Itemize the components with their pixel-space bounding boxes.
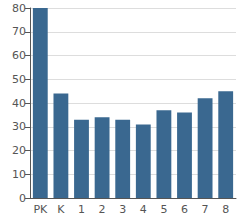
svg-text:4: 4 (140, 203, 147, 216)
svg-text:10: 10 (12, 168, 26, 181)
svg-text:30: 30 (12, 120, 26, 133)
svg-text:1: 1 (78, 203, 85, 216)
svg-text:8: 8 (222, 203, 229, 216)
svg-text:5: 5 (160, 203, 167, 216)
svg-text:K: K (57, 203, 65, 216)
svg-text:70: 70 (12, 25, 26, 38)
svg-text:6: 6 (181, 203, 188, 216)
svg-text:60: 60 (12, 49, 26, 62)
svg-text:20: 20 (12, 144, 26, 157)
svg-text:0: 0 (19, 192, 26, 205)
svg-text:80: 80 (12, 2, 26, 15)
svg-text:2: 2 (99, 203, 106, 216)
svg-text:7: 7 (202, 203, 209, 216)
svg-text:50: 50 (12, 73, 26, 86)
svg-text:40: 40 (12, 97, 26, 110)
svg-text:3: 3 (119, 203, 126, 216)
svg-text:PK: PK (33, 203, 48, 216)
